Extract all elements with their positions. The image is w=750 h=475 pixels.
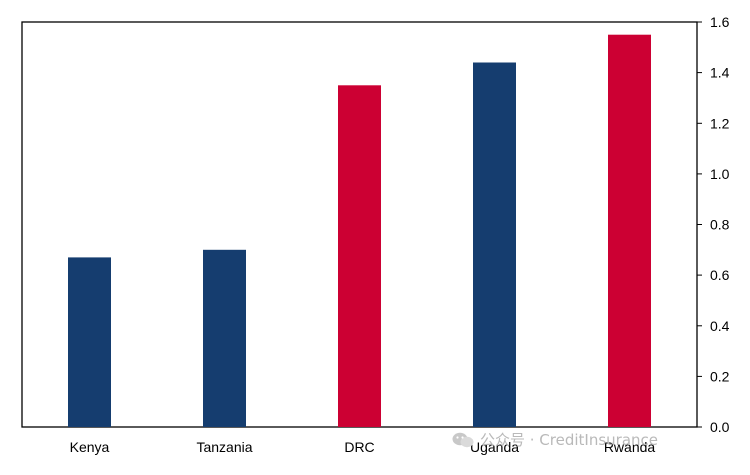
wechat-icon [452,432,474,447]
x-tick-label: DRC [344,439,374,455]
y-axis-ticks: 0.0 0.2 0.4 0.6 0.8 1.0 1.2 1.4 1.6 [697,14,730,435]
x-tick-label: Tanzania [196,439,252,455]
watermark-text: 公众号 · CreditInsurance [480,431,659,449]
y-tick-label: 0.4 [710,318,730,334]
y-tick-label: 1.0 [710,166,730,182]
bars-group [68,34,651,428]
y-tick-label: 0.2 [710,368,730,384]
y-tick-label: 1.2 [710,115,730,131]
x-tick-label: Kenya [70,439,110,455]
y-tick-label: 1.6 [710,14,730,30]
x-axis-labels: Kenya Tanzania DRC Uganda Rwanda [70,439,656,455]
bar-drc [338,85,381,428]
bar-uganda [473,62,516,427]
y-tick-label: 0.0 [710,419,730,435]
bar-rwanda [608,34,651,427]
watermark: 公众号 · CreditInsurance [452,429,658,450]
y-tick-label: 1.4 [710,65,730,81]
bar-kenya [68,257,111,427]
x-tick-label: Rwanda [604,439,656,455]
x-tick-label: Uganda [470,439,519,455]
bar-tanzania [203,249,246,427]
y-tick-label: 0.6 [710,267,730,283]
y-tick-label: 0.8 [710,217,730,233]
